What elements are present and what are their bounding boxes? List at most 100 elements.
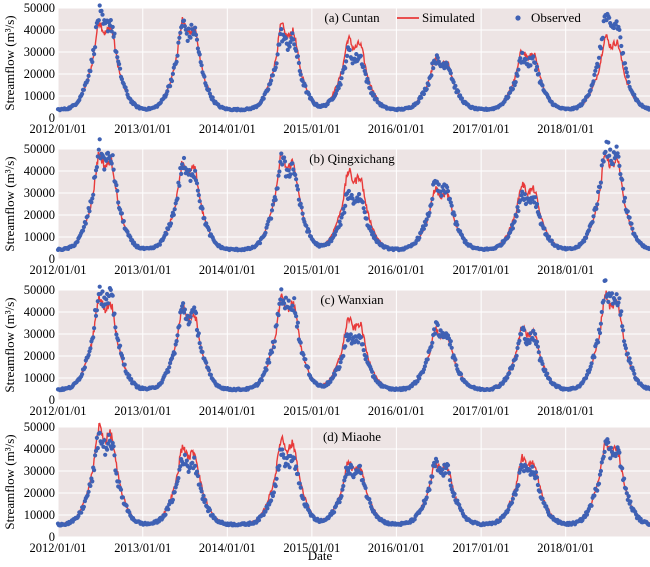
observed-point: [114, 183, 119, 188]
observed-point: [85, 78, 90, 83]
observed-point: [592, 72, 597, 77]
x-tick-label: 2017/01/01: [453, 263, 510, 277]
observed-point: [104, 158, 109, 163]
observed-point: [175, 479, 180, 484]
observed-point: [608, 456, 613, 461]
observed-point: [435, 322, 440, 328]
observed-point: [110, 293, 115, 298]
observed-point: [616, 154, 621, 159]
observed-point: [93, 174, 98, 179]
observed-point: [429, 202, 434, 207]
observed-point: [172, 351, 177, 356]
observed-point: [111, 444, 116, 449]
observed-point: [623, 486, 629, 491]
observed-point: [95, 299, 100, 304]
observed-point: [112, 453, 117, 458]
observed-point: [194, 469, 200, 474]
x-tick-label: 2017/01/01: [453, 404, 510, 418]
observed-point: [108, 287, 113, 292]
observed-point: [121, 219, 126, 224]
observed-point: [184, 458, 189, 463]
observed-point: [204, 83, 209, 88]
observed-point: [337, 219, 342, 224]
observed-point: [282, 301, 287, 306]
observed-point: [188, 35, 193, 40]
observed-point: [445, 463, 451, 468]
legend-observed-label: Observed: [531, 10, 581, 25]
observed-point: [114, 332, 119, 337]
observed-point: [445, 189, 451, 194]
observed-point: [333, 91, 338, 96]
x-tick-label: 2017/01/01: [453, 541, 510, 555]
observed-point: [638, 516, 643, 521]
observed-point: [423, 222, 428, 227]
observed-point: [370, 230, 376, 235]
legend-simulated-label: Simulated: [422, 10, 475, 25]
observed-point: [537, 489, 542, 494]
observed-point: [424, 495, 429, 500]
observed-point: [257, 241, 263, 246]
observed-point: [86, 489, 91, 494]
observed-point: [632, 371, 637, 376]
observed-point: [596, 64, 601, 69]
observed-point: [202, 216, 207, 221]
observed-point: [193, 32, 199, 38]
observed-point: [107, 438, 112, 443]
observed-point: [102, 167, 107, 172]
observed-point: [281, 452, 286, 457]
observed-point: [204, 221, 209, 226]
observed-point: [624, 70, 629, 75]
observed-point: [625, 209, 630, 214]
observed-point: [88, 69, 93, 74]
observed-point: [584, 235, 589, 240]
observed-point: [586, 228, 592, 233]
observed-point: [174, 59, 179, 64]
observed-point: [421, 367, 426, 372]
x-tick-label: 2012/01/01: [30, 404, 87, 418]
observed-point: [290, 161, 295, 166]
observed-point: [549, 238, 554, 243]
observed-point: [356, 468, 361, 473]
observed-point: [507, 371, 512, 376]
observed-point: [120, 356, 125, 361]
observed-point: [628, 499, 633, 504]
observed-point: [348, 332, 353, 337]
observed-point: [514, 214, 519, 219]
observed-point: [606, 440, 611, 445]
observed-point: [206, 227, 212, 232]
legend-observed-swatch: [515, 15, 521, 21]
observed-point: [426, 82, 431, 88]
y-tick-label: 40000: [24, 23, 55, 37]
observed-point: [79, 510, 84, 515]
observed-point: [627, 215, 632, 220]
observed-point: [198, 345, 203, 350]
observed-point: [95, 446, 100, 451]
observed-point: [179, 307, 184, 313]
observed-point: [596, 189, 601, 194]
observed-point: [598, 46, 604, 51]
observed-point: [647, 106, 650, 111]
observed-point: [105, 301, 111, 306]
observed-point: [82, 365, 87, 370]
observed-point: [513, 80, 518, 85]
observed-point: [358, 471, 363, 476]
observed-point: [591, 214, 596, 219]
observed-point: [363, 71, 368, 77]
observed-point: [81, 87, 86, 92]
observed-point: [295, 320, 300, 325]
observed-point: [514, 487, 519, 492]
observed-point: [452, 213, 457, 218]
observed-point: [261, 96, 266, 101]
observed-point: [199, 489, 204, 494]
observed-point: [193, 25, 198, 30]
observed-point: [336, 86, 341, 91]
observed-point: [595, 202, 600, 207]
observed-point: [294, 177, 299, 182]
observed-point: [186, 26, 191, 31]
observed-point: [197, 482, 202, 487]
observed-point: [530, 464, 535, 469]
observed-point: [372, 234, 377, 239]
observed-point: [294, 48, 299, 53]
observed-point: [200, 349, 205, 355]
observed-point: [647, 522, 650, 527]
